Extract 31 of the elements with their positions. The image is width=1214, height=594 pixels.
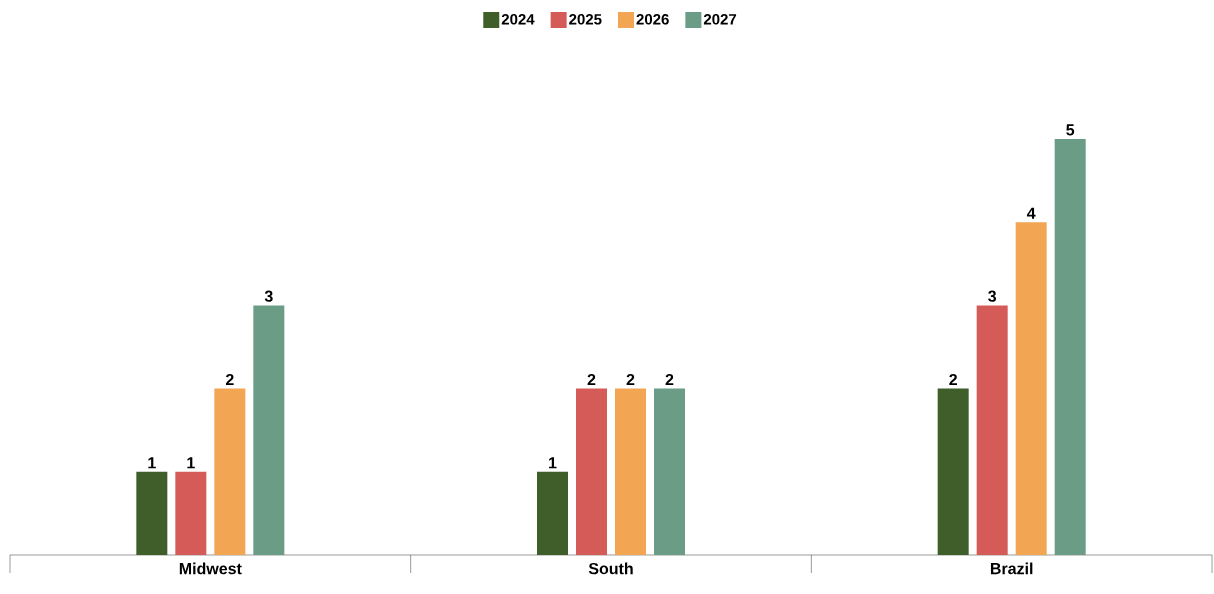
data-label: 2	[587, 373, 596, 386]
bar	[136, 471, 168, 555]
data-label: 1	[187, 457, 195, 469]
data-label: 2	[225, 373, 234, 386]
legend-label: 2026	[636, 14, 669, 25]
data-label: 5	[1066, 124, 1075, 136]
data-label: 2	[626, 373, 635, 386]
data-label: 1	[148, 457, 156, 469]
legend-label: 2027	[703, 14, 737, 25]
data-label: 2	[949, 373, 957, 386]
data-label: 3	[264, 290, 273, 302]
bar	[576, 388, 608, 555]
x-tick-label: Brazil	[990, 562, 1033, 575]
x-tick-label: Midwest	[179, 562, 242, 575]
x-tick-label: South	[588, 562, 633, 575]
bar	[1054, 139, 1086, 555]
bar	[1015, 222, 1047, 555]
data-label: 2	[665, 373, 674, 386]
bar	[976, 305, 1008, 555]
bar	[654, 388, 686, 555]
bar	[214, 388, 246, 555]
legend-label: 2025	[569, 14, 602, 25]
legend-label: 2024	[501, 14, 535, 25]
bar	[537, 471, 569, 555]
data-label: 1	[549, 457, 557, 469]
bar	[615, 388, 647, 555]
bar	[253, 305, 285, 555]
data-label: 4	[1026, 207, 1036, 219]
bar	[937, 388, 969, 555]
bar	[175, 471, 207, 555]
data-label: 3	[988, 290, 997, 302]
